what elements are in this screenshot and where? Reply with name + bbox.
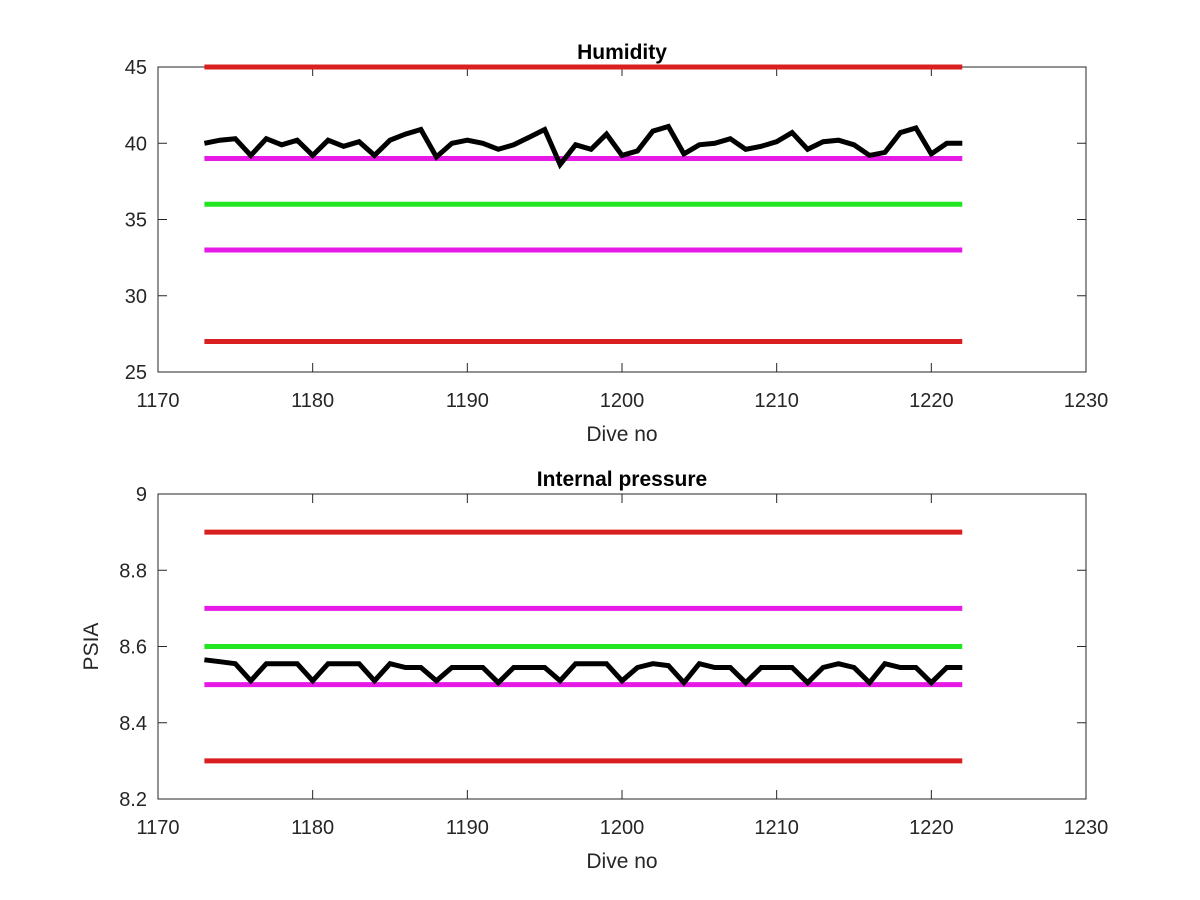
chart-1-xtick-label: 1180	[291, 817, 334, 839]
chart-0-xtick-label: 1230	[1064, 390, 1109, 412]
chart-0-xtick-label: 1220	[909, 390, 954, 412]
chart-1-xtick-label: 1220	[909, 817, 954, 839]
chart-1-title: Internal pressure	[537, 468, 707, 491]
chart-0-title: Humidity	[577, 41, 667, 64]
chart-0-ytick-label: 40	[125, 133, 147, 155]
chart-0-axes-box	[157, 66, 1087, 373]
chart-0-xtick-label: 1180	[291, 390, 334, 412]
chart-0-xtick-label: 1190	[446, 390, 489, 412]
chart-1-xlabel: Dive no	[586, 850, 657, 873]
chart-1-ytick-label: 8.8	[119, 560, 147, 582]
chart-1-ylabel: PSIA	[80, 623, 103, 671]
chart-1-series-line	[204, 657, 963, 687]
chart-0-xtick-label: 1200	[600, 390, 645, 412]
chart-0-ytick-label: 35	[125, 210, 147, 232]
chart-0-ytick-label: 30	[125, 286, 147, 308]
chart-1-xtick-label: 1210	[754, 817, 799, 839]
chart-0-xlabel: Dive no	[586, 423, 657, 446]
chart-1-xtick-label: 1230	[1064, 817, 1109, 839]
chart-1-xtick-label: 1200	[600, 817, 645, 839]
chart-0-xtick-label: 1170	[136, 390, 179, 412]
chart-0-xtick-label: 1210	[754, 390, 799, 412]
chart-0-panel: 1170 1180 1190 1200 1210 1220 1230 25 30 35 40 45 Hu…	[125, 41, 1109, 446]
chart-0-series-line	[203, 123, 963, 170]
chart-1-ytick-label: 8.6	[119, 637, 147, 659]
chart-1-ytick-label: 9	[136, 484, 147, 506]
chart-1-xtick-label: 1190	[446, 817, 489, 839]
chart-1-xtick-label: 1170	[136, 817, 179, 839]
chart-0-ytick-label: 25	[125, 362, 147, 384]
chart-1-panel: 1170 1180 1190 1200 1210 1220 1230 8.2 8.4 8.6 8.8…	[80, 468, 1108, 873]
chart-1-ytick-label: 8.4	[119, 713, 147, 735]
chart-1-ytick-label: 8.2	[119, 789, 147, 811]
chart-0-ytick-label: 45	[125, 57, 147, 79]
